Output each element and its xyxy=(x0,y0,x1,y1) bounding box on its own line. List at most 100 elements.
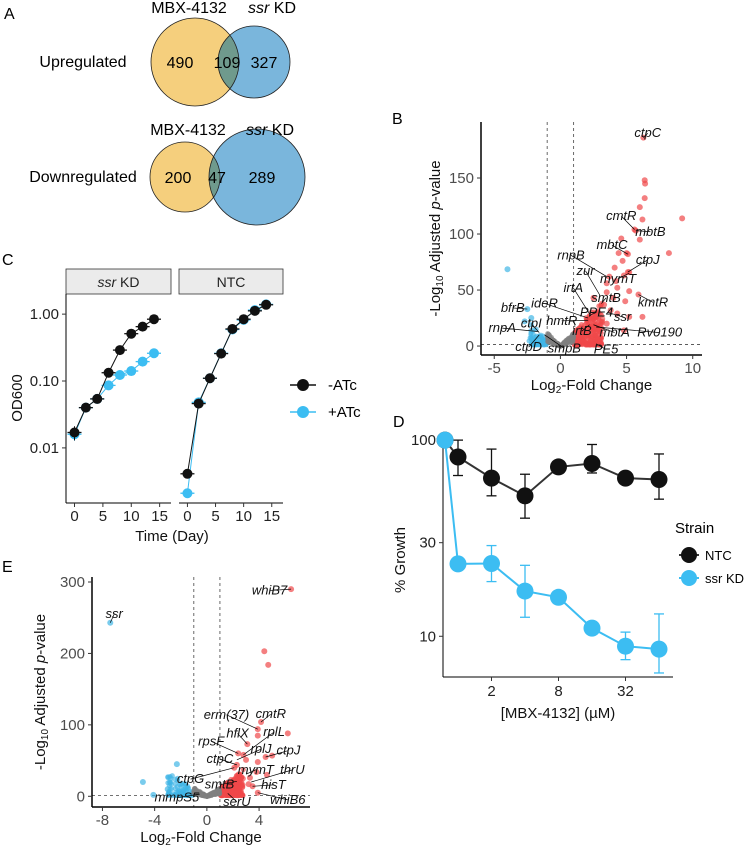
gene-label: mbtC xyxy=(596,237,628,252)
gene-label: ctpG xyxy=(177,771,204,786)
x-tick-label: 5 xyxy=(211,508,219,525)
label-leader xyxy=(269,588,292,591)
point-up xyxy=(586,320,593,327)
label-leader xyxy=(252,784,274,787)
venn-count: 200 xyxy=(165,170,192,187)
text-part: Log xyxy=(140,829,165,846)
point-up xyxy=(607,307,614,314)
label-leader xyxy=(627,259,648,273)
text-part: ssr xyxy=(248,0,270,17)
gene-label: smtB xyxy=(205,777,235,792)
gene-label: mymT xyxy=(238,762,275,777)
data-point xyxy=(182,468,193,479)
circle-outline xyxy=(208,128,306,226)
x-tick-label: 10 xyxy=(235,508,252,525)
text-part: KD xyxy=(116,274,139,290)
point-down xyxy=(528,315,535,322)
point-up xyxy=(612,278,619,285)
label-leader xyxy=(544,334,565,349)
point-up xyxy=(665,250,672,257)
panel-label-b: B xyxy=(392,111,403,128)
gene-label: hmtR xyxy=(546,313,577,328)
point-up xyxy=(233,781,239,787)
series-line xyxy=(186,304,267,474)
y-tick-label: 30 xyxy=(419,535,436,552)
gene-label: irtB xyxy=(572,323,592,338)
x-tick-label: 4 xyxy=(255,812,263,829)
panel-label-c: C xyxy=(2,252,14,269)
y-tick-label: 0 xyxy=(77,788,85,805)
data-point xyxy=(114,345,125,356)
data-point xyxy=(148,314,159,325)
text-part: Log xyxy=(531,377,556,394)
data-point xyxy=(238,314,249,325)
x-tick-label: -4 xyxy=(148,812,161,829)
data-point xyxy=(650,640,668,658)
point-down xyxy=(539,341,545,347)
point-up xyxy=(642,180,649,187)
point-ns xyxy=(197,791,204,797)
label-leader xyxy=(531,323,540,333)
data-point xyxy=(137,356,148,367)
x-tick-label: -8 xyxy=(96,812,109,829)
circle-outline xyxy=(217,25,291,99)
data-point xyxy=(216,348,227,359)
label-leader xyxy=(260,713,272,723)
panel-label-d: D xyxy=(393,414,405,431)
circle-outline xyxy=(150,17,240,107)
facet-strip xyxy=(178,268,284,295)
growth-curve-panel: ssr KD 0.01 0.10 1.00 0 5 10 15 NTC 0 5 10 15 Time (D… xyxy=(30,268,361,545)
gene-label: PPE4 xyxy=(580,304,613,319)
venn-count: 327 xyxy=(251,55,278,72)
point-down xyxy=(172,776,178,782)
point-up xyxy=(284,730,291,737)
label-leader xyxy=(512,307,528,310)
legend-label: ssr KD xyxy=(705,571,744,586)
venn-count: 109 xyxy=(214,55,241,72)
legend-label: +ATc xyxy=(328,404,361,421)
point-ns xyxy=(570,332,576,338)
gene-label: cmtR xyxy=(606,208,636,223)
label-leader xyxy=(237,733,248,745)
data-point xyxy=(449,448,467,466)
label-leader xyxy=(638,294,654,303)
legend-title: Strain xyxy=(675,520,714,537)
text-part: -Log xyxy=(32,740,49,770)
panel-label-a: A xyxy=(4,6,15,23)
label-leader xyxy=(109,613,115,623)
x-tick-label: 0 xyxy=(556,360,564,377)
point-up xyxy=(618,235,625,242)
text-part: -Log xyxy=(427,287,444,317)
set-label: ssr KD xyxy=(248,0,296,17)
gene-label: whiB7 xyxy=(252,583,288,598)
text-part: p xyxy=(427,201,444,210)
data-point xyxy=(516,487,534,505)
label-leader xyxy=(245,769,256,775)
gene-label: smtB xyxy=(591,290,621,305)
gene-label: ctpJ xyxy=(277,743,301,758)
label-leader xyxy=(595,343,607,350)
gene-label: serU xyxy=(223,794,251,809)
label-leader xyxy=(593,324,615,333)
text-part: 10 xyxy=(40,729,51,741)
x-axis-label: Log2-Fold Change xyxy=(140,829,261,848)
label-leader xyxy=(257,792,288,801)
x-tick-label: 0 xyxy=(183,508,191,525)
text-part: -value xyxy=(427,160,444,201)
point-up xyxy=(636,204,643,211)
point-up xyxy=(246,774,253,781)
gene-label: mbtA xyxy=(599,325,629,340)
text-part: ssr xyxy=(97,274,117,290)
data-point xyxy=(126,328,137,339)
point-up xyxy=(243,756,250,763)
set-label: MBX-4132 xyxy=(150,122,226,139)
point-up xyxy=(598,330,604,336)
gene-label: zur xyxy=(576,263,596,278)
y-tick-label: 200 xyxy=(60,645,85,662)
data-point xyxy=(137,321,148,332)
text-part: Adjusted xyxy=(32,663,49,729)
label-leader xyxy=(176,793,200,799)
label-leader xyxy=(219,780,237,786)
y-tick-label: 1.00 xyxy=(30,306,59,323)
point-down xyxy=(181,791,187,797)
